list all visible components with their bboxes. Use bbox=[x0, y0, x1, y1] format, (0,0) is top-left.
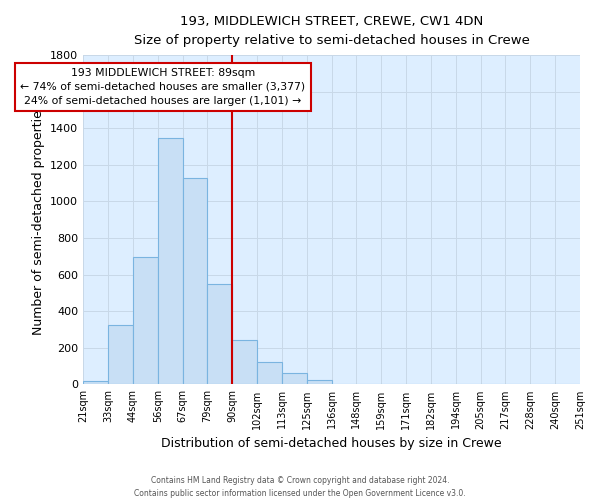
Bar bbox=[208, 284, 232, 384]
Bar bbox=[257, 362, 282, 384]
Bar bbox=[182, 178, 208, 384]
X-axis label: Distribution of semi-detached houses by size in Crewe: Distribution of semi-detached houses by … bbox=[161, 437, 502, 450]
Title: 193, MIDDLEWICH STREET, CREWE, CW1 4DN
Size of property relative to semi-detache: 193, MIDDLEWICH STREET, CREWE, CW1 4DN S… bbox=[134, 15, 530, 47]
Bar bbox=[83, 381, 108, 384]
Bar bbox=[232, 340, 257, 384]
Y-axis label: Number of semi-detached properties: Number of semi-detached properties bbox=[32, 104, 44, 336]
Bar bbox=[158, 138, 182, 384]
Bar bbox=[108, 325, 133, 384]
Text: 193 MIDDLEWICH STREET: 89sqm
← 74% of semi-detached houses are smaller (3,377)
2: 193 MIDDLEWICH STREET: 89sqm ← 74% of se… bbox=[20, 68, 305, 106]
Text: Contains HM Land Registry data © Crown copyright and database right 2024.
Contai: Contains HM Land Registry data © Crown c… bbox=[134, 476, 466, 498]
Bar bbox=[282, 372, 307, 384]
Bar bbox=[307, 380, 332, 384]
Bar bbox=[133, 258, 158, 384]
